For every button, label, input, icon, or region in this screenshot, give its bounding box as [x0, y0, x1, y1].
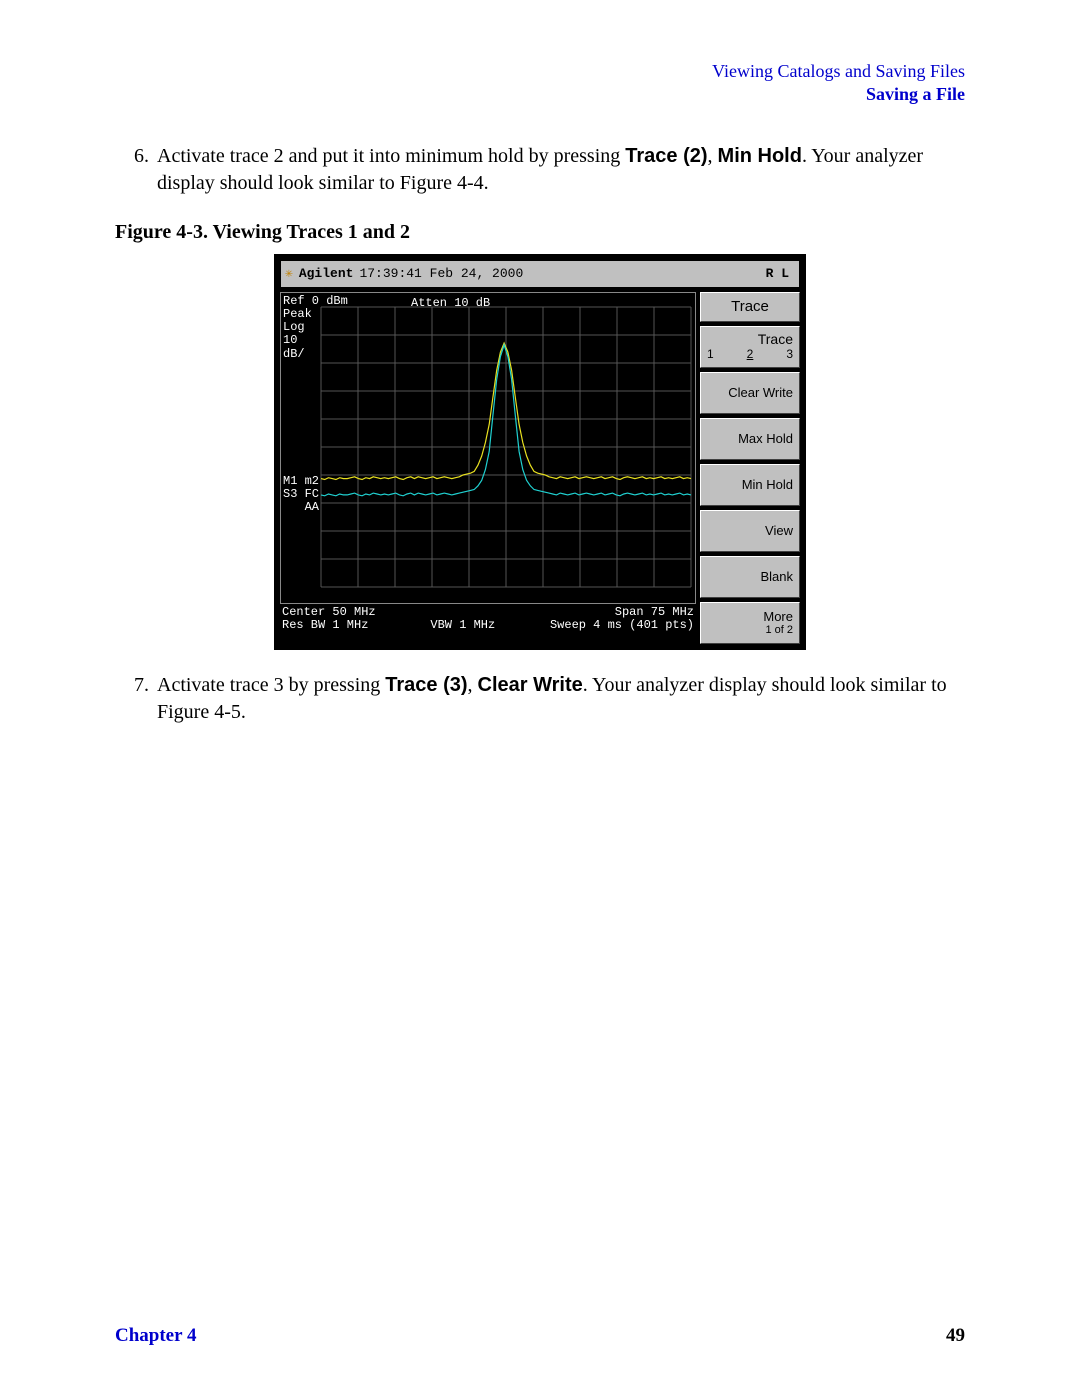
page-number: 49 [946, 1325, 965, 1347]
plot-bottom-labels: Center 50 MHz Res BW 1 MHz VBW 1 MHz Spa… [280, 604, 696, 632]
agilent-logo-icon: ✳ [285, 265, 293, 283]
softkey-min-hold[interactable]: Min Hold [700, 464, 800, 506]
chapter-label: Chapter 4 [115, 1325, 196, 1347]
trace-2-selected: 2 [747, 348, 754, 361]
step-6: 6. Activate trace 2 and put it into mini… [115, 143, 965, 197]
text: Activate trace 2 and put it into minimum… [157, 145, 625, 167]
softkey-trace-select[interactable]: Trace 1 2 3 [700, 326, 800, 368]
softkey-view[interactable]: View [700, 510, 800, 552]
header-subsection: Saving a File [115, 83, 965, 106]
trace-1: 1 [707, 348, 714, 361]
step-number: 7. [115, 672, 157, 726]
datetime-text: 17:39:41 Feb 24, 2000 [359, 265, 523, 283]
figure-caption: Figure 4-3. Viewing Traces 1 and 2 [115, 219, 965, 246]
step-number: 6. [115, 143, 157, 197]
step-body: Activate trace 2 and put it into minimum… [157, 143, 965, 197]
analyzer-screenshot: ✳ Agilent 17:39:41 Feb 24, 2000 R L Ref … [274, 254, 806, 650]
softkey-title: Trace [700, 292, 800, 322]
rl-indicator: R L [739, 265, 795, 283]
brand-text: Agilent [299, 265, 354, 283]
key-trace2: Trace (2) [625, 145, 707, 167]
more-page: 1 of 2 [765, 624, 793, 636]
softkey-clear-write[interactable]: Clear Write [700, 372, 800, 414]
softkey-more[interactable]: More 1 of 2 [700, 602, 800, 644]
text: Activate trace 3 by pressing [157, 674, 385, 696]
plot-area: Ref 0 dBm Peak Log 10 dB/ Atten 10 dB M1… [280, 292, 696, 604]
titlebar: ✳ Agilent 17:39:41 Feb 24, 2000 R L [280, 260, 800, 288]
text: , [468, 674, 478, 696]
more-label: More [763, 610, 793, 624]
plot-bl: Center 50 MHz Res BW 1 MHz [282, 606, 376, 632]
key-trace3: Trace (3) [385, 674, 467, 696]
trace-3: 3 [786, 348, 793, 361]
step-7: 7. Activate trace 3 by pressing Trace (3… [115, 672, 965, 726]
softkey-trace-label: Trace [707, 332, 793, 347]
softkey-max-hold[interactable]: Max Hold [700, 418, 800, 460]
softkey-column: Trace Trace 1 2 3 Clear Write Max Hold M… [700, 292, 800, 644]
plot-label-topleft: Ref 0 dBm Peak Log 10 dB/ [283, 295, 348, 361]
plot-bm: VBW 1 MHz [430, 606, 495, 632]
key-clearwrite: Clear Write [478, 674, 583, 696]
softkey-blank[interactable]: Blank [700, 556, 800, 598]
text: , [708, 145, 718, 167]
plot-label-atten: Atten 10 dB [411, 295, 490, 311]
header-section: Viewing Catalogs and Saving Files [115, 60, 965, 83]
page-footer: Chapter 4 49 [115, 1325, 965, 1347]
step-body: Activate trace 3 by pressing Trace (3), … [157, 672, 965, 726]
key-minhold: Min Hold [718, 145, 802, 167]
plot-br: Span 75 MHz Sweep 4 ms (401 pts) [550, 606, 694, 632]
plot-label-midleft: M1 m2 S3 FC AA [283, 475, 319, 515]
